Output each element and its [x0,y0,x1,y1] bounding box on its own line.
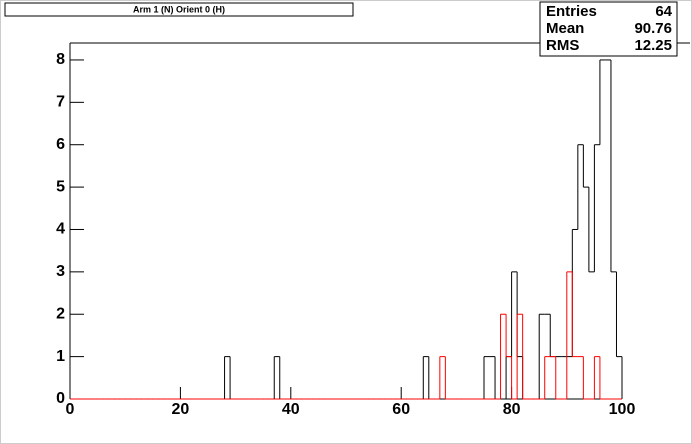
stat-value: 12.25 [634,37,672,54]
chart-title: Arm 1 (N) Orient 0 (H) [133,4,225,14]
y-tick-label: 2 [56,305,65,322]
stats-box [539,1,678,57]
stat-label: Mean [546,20,584,37]
x-tick-label: 80 [503,401,521,418]
stat-label: RMS [546,37,579,54]
y-tick-label: 6 [56,136,65,153]
y-tick-label: 0 [56,390,65,407]
y-tick-label: 4 [56,221,65,238]
stat-value: 90.76 [634,20,672,37]
y-tick-label: 7 [56,94,65,111]
y-tick-label: 5 [56,178,65,195]
y-tick-label: 1 [56,348,65,365]
x-tick-label: 60 [392,401,410,418]
x-tick-label: 20 [172,401,190,418]
title-box [4,2,354,17]
x-tick-label: 40 [282,401,300,418]
x-tick-label: 0 [66,401,75,418]
y-tick-label: 8 [56,51,65,68]
stat-value: 64 [655,3,672,20]
y-tick-label: 3 [56,263,65,280]
x-tick-label: 100 [609,401,636,418]
stat-label: Entries [546,3,597,20]
